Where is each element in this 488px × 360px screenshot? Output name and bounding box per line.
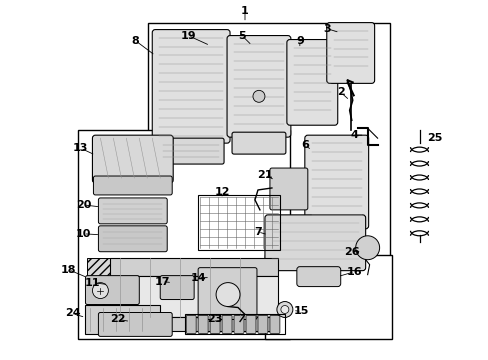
FancyBboxPatch shape	[98, 198, 167, 224]
Bar	[264, 255, 391, 339]
Text: 26: 26	[343, 247, 359, 257]
Text: 1: 1	[241, 6, 248, 15]
Bar	[110, 276, 277, 318]
Circle shape	[252, 90, 264, 102]
Text: 14: 14	[190, 273, 205, 283]
Text: 15: 15	[294, 306, 309, 316]
Text: 3: 3	[322, 24, 330, 33]
FancyBboxPatch shape	[186, 315, 196, 333]
FancyBboxPatch shape	[160, 276, 194, 300]
Text: 25: 25	[426, 133, 441, 143]
Text: 10: 10	[76, 229, 91, 239]
Text: 19: 19	[180, 31, 196, 41]
Bar	[148, 23, 389, 337]
FancyBboxPatch shape	[269, 168, 307, 210]
FancyBboxPatch shape	[234, 315, 244, 333]
FancyBboxPatch shape	[222, 315, 232, 333]
Text: 11: 11	[84, 278, 100, 288]
Text: 5: 5	[238, 31, 245, 41]
Text: 18: 18	[61, 265, 76, 275]
FancyBboxPatch shape	[326, 23, 374, 84]
FancyBboxPatch shape	[258, 315, 267, 333]
Bar	[110, 258, 277, 276]
Text: 23: 23	[207, 314, 223, 324]
FancyBboxPatch shape	[93, 176, 172, 195]
Circle shape	[276, 302, 292, 318]
Text: 17: 17	[154, 276, 170, 287]
Text: 9: 9	[295, 36, 303, 46]
Circle shape	[280, 306, 288, 314]
Text: 12: 12	[214, 187, 229, 197]
FancyBboxPatch shape	[85, 276, 139, 305]
Circle shape	[92, 283, 108, 298]
FancyBboxPatch shape	[296, 267, 340, 287]
FancyBboxPatch shape	[286, 40, 337, 125]
Bar	[78, 130, 289, 339]
Bar	[198, 195, 279, 250]
FancyBboxPatch shape	[245, 315, 255, 333]
Text: 24: 24	[64, 309, 80, 319]
Text: 22: 22	[110, 314, 126, 324]
Circle shape	[216, 283, 240, 306]
Text: 21: 21	[257, 170, 272, 180]
FancyBboxPatch shape	[226, 36, 290, 137]
FancyBboxPatch shape	[152, 30, 229, 143]
FancyBboxPatch shape	[304, 135, 368, 229]
FancyBboxPatch shape	[264, 215, 365, 271]
Text: 7: 7	[254, 227, 261, 237]
FancyBboxPatch shape	[232, 132, 285, 154]
FancyBboxPatch shape	[198, 315, 208, 333]
FancyBboxPatch shape	[92, 135, 173, 183]
FancyBboxPatch shape	[210, 315, 220, 333]
Bar	[85, 305, 160, 334]
Text: 4: 4	[350, 130, 358, 140]
FancyBboxPatch shape	[98, 312, 172, 336]
Text: 6: 6	[300, 140, 308, 150]
Bar	[185, 315, 285, 334]
Text: 16: 16	[346, 267, 362, 276]
FancyBboxPatch shape	[98, 226, 167, 252]
FancyBboxPatch shape	[269, 315, 279, 333]
FancyBboxPatch shape	[158, 138, 224, 164]
Text: 8: 8	[131, 36, 139, 46]
Text: 13: 13	[73, 143, 88, 153]
Circle shape	[355, 236, 379, 260]
Bar	[87, 258, 129, 323]
Text: 20: 20	[76, 200, 91, 210]
Bar	[110, 318, 277, 332]
FancyBboxPatch shape	[198, 268, 256, 319]
Text: 2: 2	[336, 87, 344, 97]
